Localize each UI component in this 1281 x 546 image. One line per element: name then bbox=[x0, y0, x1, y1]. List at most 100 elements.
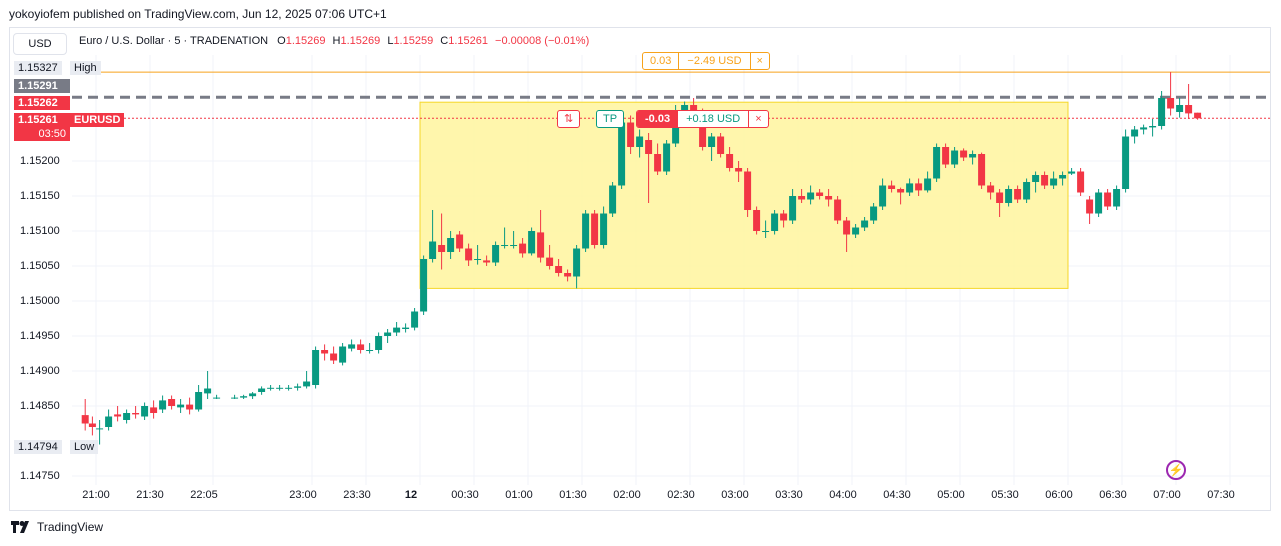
x-tick: 01:30 bbox=[559, 489, 587, 501]
currency-button[interactable]: USD bbox=[13, 33, 67, 55]
candle-down bbox=[564, 273, 572, 277]
candle-down bbox=[321, 350, 329, 354]
x-tick: 06:00 bbox=[1045, 489, 1073, 501]
low-label: Low bbox=[70, 440, 99, 454]
candle-up bbox=[384, 332, 392, 336]
candle-down bbox=[1077, 171, 1085, 193]
candle-down bbox=[555, 266, 563, 273]
candle-up bbox=[969, 154, 977, 158]
candle-down bbox=[150, 407, 158, 413]
candle-up bbox=[213, 397, 221, 399]
candle-down bbox=[744, 171, 752, 210]
candle-down bbox=[888, 185, 896, 189]
candle-up bbox=[348, 344, 356, 349]
alert-pill[interactable]: 0.03 −2.49 USD × bbox=[642, 52, 770, 70]
candle-up bbox=[366, 350, 374, 351]
candle-down bbox=[627, 122, 635, 147]
candle-down bbox=[780, 213, 788, 221]
alert-close-icon[interactable]: × bbox=[756, 55, 763, 67]
candle-up bbox=[123, 413, 131, 420]
position-pnl: -0.03 bbox=[637, 111, 679, 127]
candle-up bbox=[762, 231, 770, 232]
candle-up bbox=[528, 231, 536, 254]
close-position-icon[interactable]: × bbox=[755, 113, 762, 125]
candle-down bbox=[1041, 175, 1049, 186]
take-profit-button[interactable]: TP bbox=[596, 110, 625, 128]
candle-up bbox=[600, 213, 608, 245]
y-tick: 1.15150 bbox=[20, 190, 60, 202]
candle-down bbox=[717, 136, 725, 154]
candle-down bbox=[996, 192, 1004, 203]
candle-up bbox=[240, 396, 248, 398]
candle-down bbox=[753, 210, 761, 231]
x-tick: 06:30 bbox=[1099, 489, 1127, 501]
candle-up bbox=[492, 245, 500, 263]
candle-down bbox=[546, 257, 554, 266]
candle-down bbox=[1104, 192, 1112, 207]
candle-up bbox=[231, 397, 239, 399]
x-tick: 03:00 bbox=[721, 489, 749, 501]
high-price-tag: 1.15327 bbox=[14, 61, 62, 75]
y-tick: 1.15100 bbox=[20, 225, 60, 237]
take-profit-label: TP bbox=[603, 113, 618, 125]
candle-up bbox=[177, 404, 185, 408]
candle-up bbox=[663, 143, 671, 172]
lightning-icon[interactable]: ⚡ bbox=[1166, 460, 1186, 480]
candle-down bbox=[357, 344, 365, 350]
publisher-line: yokoyiofem published on TradingView.com,… bbox=[9, 7, 387, 21]
candle-down bbox=[1185, 105, 1193, 114]
candle-up bbox=[510, 245, 518, 246]
candle-up bbox=[879, 185, 887, 207]
y-tick: 1.15200 bbox=[20, 155, 60, 167]
x-tick: 02:30 bbox=[667, 489, 695, 501]
candle-down bbox=[987, 185, 995, 193]
candle-up bbox=[267, 387, 275, 389]
candle-down bbox=[816, 192, 824, 196]
candle-up bbox=[375, 336, 383, 350]
candle-down bbox=[915, 183, 923, 191]
candle-down bbox=[942, 147, 950, 165]
candle-up bbox=[1068, 171, 1076, 174]
ohlc-low-value: 1.15259 bbox=[393, 35, 434, 47]
reverse-position-button[interactable]: ⇅ bbox=[557, 110, 581, 128]
candle-up bbox=[312, 350, 320, 385]
candle-down bbox=[654, 154, 662, 172]
candle-down bbox=[1167, 98, 1175, 109]
symbol-title: Euro / U.S. Dollar · 5 · TRADENATION bbox=[79, 35, 269, 47]
x-tick: 05:00 bbox=[937, 489, 965, 501]
candle-down bbox=[825, 196, 833, 200]
candle-up bbox=[1005, 189, 1013, 203]
ohlc-high-value: 1.15269 bbox=[340, 35, 381, 47]
candle-up bbox=[276, 387, 284, 389]
candle-up bbox=[249, 393, 257, 397]
alert-pill-divider bbox=[678, 53, 680, 69]
candle-down bbox=[798, 196, 806, 200]
candle-up bbox=[573, 248, 581, 277]
position-pill-divider bbox=[748, 111, 750, 127]
reverse-icon: ⇅ bbox=[564, 113, 574, 125]
candle-up bbox=[411, 311, 419, 328]
symbol-price-tag: EURUSD bbox=[70, 113, 125, 127]
candle-down bbox=[330, 353, 338, 361]
candle-down bbox=[456, 234, 464, 249]
position-pnl-pill[interactable]: -0.03 +0.18 USD × bbox=[636, 110, 769, 128]
tradingview-logo-text: TradingView bbox=[37, 520, 104, 534]
candle-up bbox=[870, 206, 878, 221]
candle-up bbox=[1140, 127, 1148, 130]
candle-up bbox=[1113, 189, 1121, 207]
candle-up bbox=[1023, 182, 1031, 200]
candle-down bbox=[438, 245, 446, 252]
candle-down bbox=[843, 220, 851, 235]
last-price-tag: 1.15261 bbox=[14, 113, 70, 127]
candle-up bbox=[1032, 175, 1040, 182]
candle-down bbox=[519, 243, 527, 254]
candle-down bbox=[834, 199, 842, 221]
candle-down bbox=[735, 168, 743, 172]
candle-up bbox=[303, 381, 311, 387]
x-tick: 02:00 bbox=[613, 489, 641, 501]
y-tick: 1.14950 bbox=[20, 330, 60, 342]
candle-down bbox=[114, 414, 122, 417]
y-tick: 1.14750 bbox=[20, 470, 60, 482]
chart-frame bbox=[9, 27, 1271, 511]
